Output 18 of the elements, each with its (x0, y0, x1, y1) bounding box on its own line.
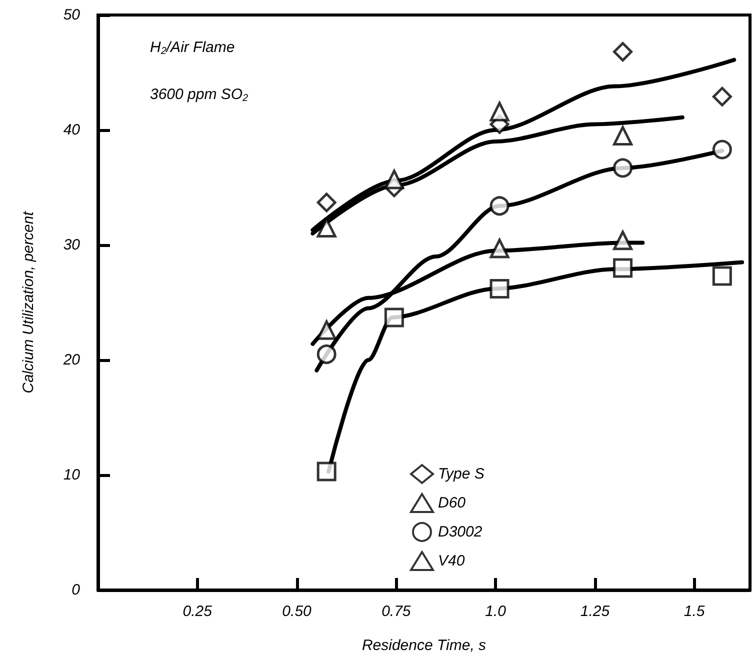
x-tick-label: 1.25 (580, 603, 610, 620)
y-tick-label: 0 (72, 582, 81, 598)
y-tick-label: 40 (63, 122, 81, 138)
y-tick-label: 10 (63, 466, 81, 484)
legend-label: V40 (438, 552, 466, 570)
legend-label: D60 (438, 494, 466, 512)
x-tick-label: 0.75 (382, 603, 412, 620)
legend-label: Type S (438, 466, 484, 482)
x-tick-label: 1.5 (684, 603, 706, 620)
y-tick-label: 20 (62, 352, 81, 368)
y-tick-label: 50 (63, 6, 81, 24)
x-axis-title: Residence Time, s (362, 637, 487, 654)
x-tick-label: 0.50 (282, 603, 312, 620)
legend-label: D3002 (438, 524, 483, 540)
x-tick-label: 0.25 (182, 603, 213, 620)
x-tick-label: 1.0 (485, 603, 507, 620)
y-tick-label: 30 (63, 236, 81, 254)
y-axis-title: Calcium Utilization, percent (20, 210, 37, 394)
